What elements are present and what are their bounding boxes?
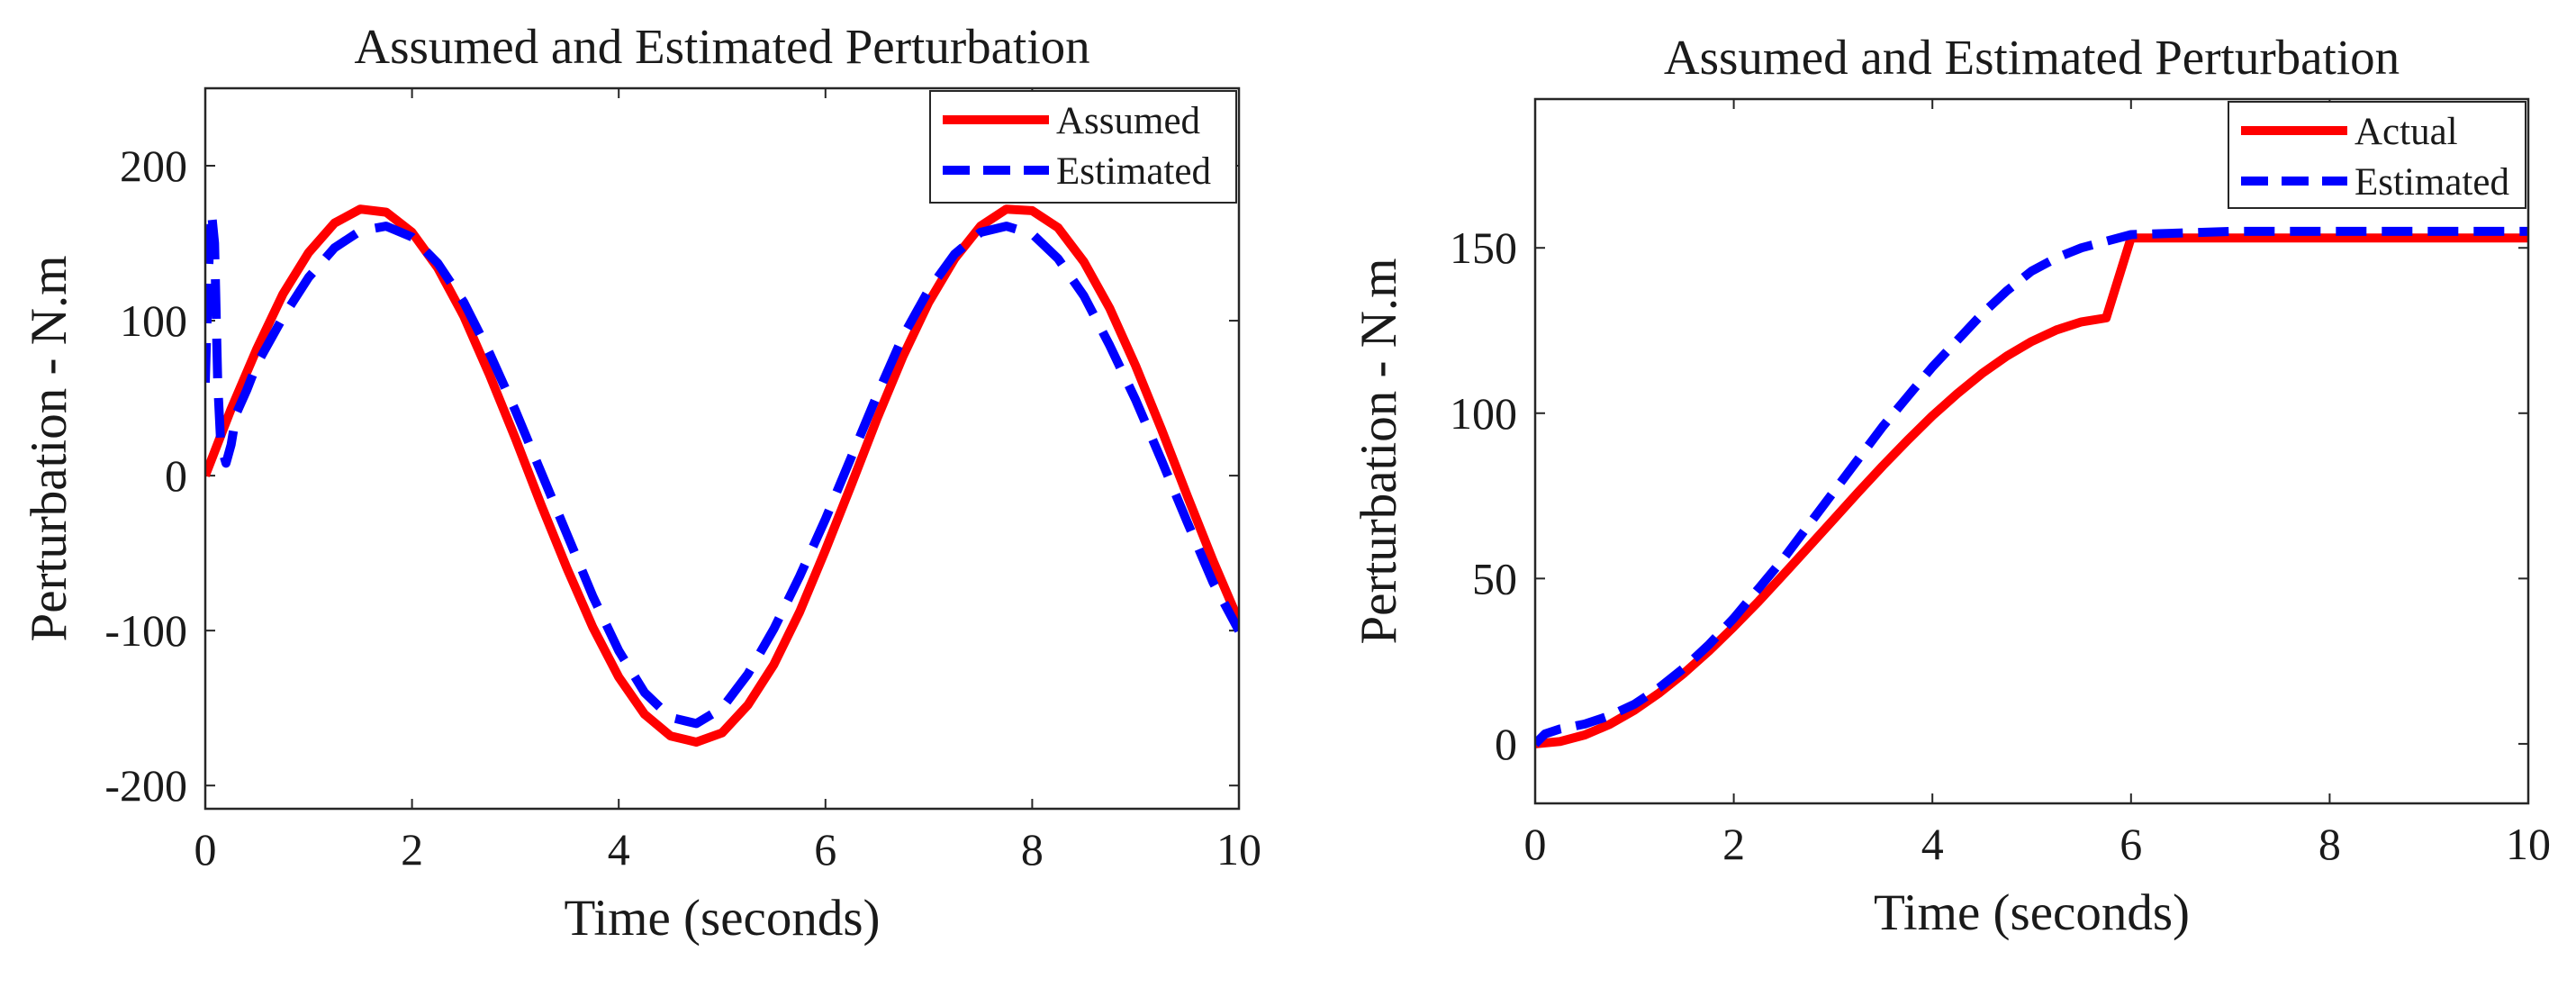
series-line-assumed bbox=[205, 204, 1239, 747]
y-tick-label: 150 bbox=[1450, 222, 1517, 273]
y-tick-label: 200 bbox=[120, 140, 187, 191]
x-tick-label: 10 bbox=[1216, 824, 1261, 875]
x-tick-label: 0 bbox=[194, 824, 217, 875]
legend-label-estimated: Estimated bbox=[2355, 161, 2509, 204]
legend: Actual Estimated bbox=[2228, 101, 2526, 209]
y-tick-label: 50 bbox=[1472, 553, 1517, 603]
x-tick-label: 10 bbox=[2506, 819, 2551, 869]
legend-box bbox=[2228, 101, 2526, 209]
x-tick-label: 6 bbox=[814, 824, 836, 875]
legend: Assumed Estimated bbox=[929, 90, 1237, 204]
plot-area-frame bbox=[203, 86, 1241, 811]
x-tick-label: 8 bbox=[1021, 824, 1044, 875]
y-axis-label: Perturbation - N.m bbox=[21, 255, 77, 641]
x-tick-label: 2 bbox=[401, 824, 423, 875]
x-tick-label: 4 bbox=[608, 824, 630, 875]
series-line-actual bbox=[1535, 233, 2528, 748]
x-tick-label: 2 bbox=[1722, 819, 1745, 869]
left-chart: Assumed and Estimated Perturbation Time (… bbox=[21, 19, 1261, 947]
chart-title: Assumed and Estimated Perturbation bbox=[1664, 30, 2400, 85]
x-tick-label: 8 bbox=[2318, 819, 2341, 869]
y-axis-label: Perturbation - N.m bbox=[1351, 258, 1407, 644]
chart-title: Assumed and Estimated Perturbation bbox=[354, 19, 1089, 74]
y-tick-label: 100 bbox=[120, 295, 187, 346]
x-tick-label: 0 bbox=[1524, 819, 1547, 869]
y-tick-label: 0 bbox=[1495, 719, 1517, 769]
y-tick-label: -100 bbox=[104, 605, 187, 656]
x-tick-label: 4 bbox=[1921, 819, 1944, 869]
legend-label-assumed: Assumed bbox=[1056, 100, 1200, 142]
y-tick-label: -200 bbox=[104, 760, 187, 811]
x-tick-label: 6 bbox=[2120, 819, 2142, 869]
y-tick-label: 100 bbox=[1450, 388, 1517, 439]
series-line-estimated bbox=[1535, 226, 2528, 748]
x-axis-label: Time (seconds) bbox=[1874, 884, 2190, 941]
x-axis-label: Time (seconds) bbox=[565, 890, 881, 947]
legend-label-estimated: Estimated bbox=[1056, 150, 1211, 193]
series-line-estimated bbox=[205, 207, 1239, 729]
plot-area-frame bbox=[1533, 97, 2530, 805]
right-chart: Assumed and Estimated Perturbation Time (… bbox=[1351, 30, 2551, 941]
legend-label-actual: Actual bbox=[2355, 111, 2458, 153]
legend-box bbox=[929, 90, 1237, 204]
y-tick-label: 0 bbox=[165, 450, 187, 501]
